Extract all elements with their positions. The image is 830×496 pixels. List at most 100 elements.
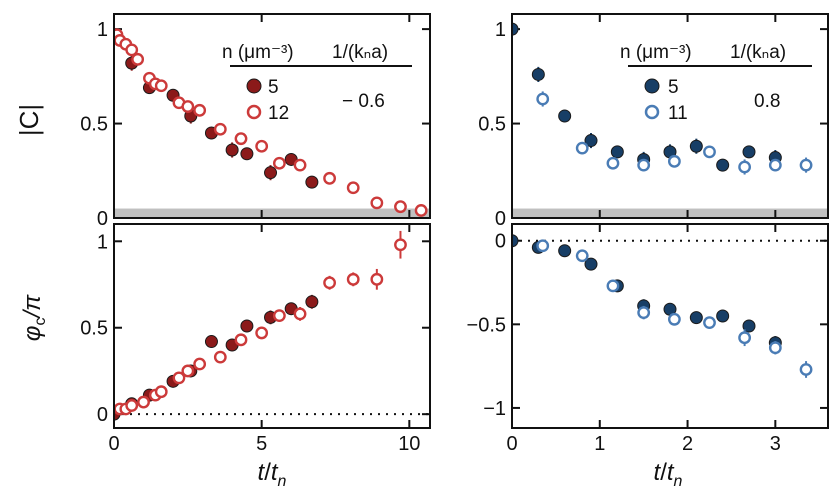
data-point-series-5 — [240, 319, 254, 333]
x-tick-label: 3 — [770, 433, 781, 455]
data-point-series-11 — [606, 156, 620, 170]
data-point-series-12 — [181, 100, 195, 113]
legend-entry-label: 11 — [668, 103, 688, 124]
y-tick-label: 0 — [495, 231, 506, 253]
data-point-series-12 — [323, 276, 336, 290]
data-point-series-11 — [575, 249, 589, 263]
x-tick-label: 0 — [108, 433, 119, 455]
x-axis-title-left-main: t — [258, 459, 266, 486]
y-tick-label: 0 — [97, 404, 108, 426]
legend-title-interaction: 1/(kₙa) — [332, 42, 388, 63]
x-tick-label: 1 — [594, 433, 605, 455]
data-point-series-11 — [768, 341, 782, 355]
data-point-series-12 — [193, 103, 207, 117]
y-tick-label: 0 — [495, 208, 506, 230]
x-axis-title-left-main2: t — [271, 459, 279, 486]
x-axis-title-right-main: t — [654, 459, 662, 486]
y-tick-label: 0 — [97, 208, 108, 230]
data-point-series-12 — [370, 196, 384, 210]
data-series-group — [114, 230, 407, 421]
data-point-series-12 — [414, 204, 428, 217]
data-point-series-12 — [370, 272, 384, 286]
y-tick-label: 0.5 — [80, 318, 108, 340]
data-point-series-12 — [213, 122, 227, 136]
data-point-series-12 — [137, 395, 150, 409]
data-point-series-12 — [193, 357, 207, 371]
data-point-series-11 — [768, 158, 782, 172]
data-point-series-5 — [305, 175, 319, 189]
data-point-series-12 — [272, 156, 286, 170]
x-tick-label: 2 — [682, 433, 693, 455]
data-point-series-12 — [293, 158, 307, 172]
data-point-series-11 — [536, 239, 550, 253]
data-point-series-11 — [738, 331, 752, 345]
data-point-series-12 — [323, 171, 336, 185]
y-axis-title-top: |C| — [14, 104, 44, 136]
y-tick-label: −0.5 — [467, 314, 506, 336]
data-series-group — [512, 234, 813, 378]
x-axis-title-left-sub: n — [278, 473, 287, 490]
y-axis-title-bottom-main: φ — [19, 326, 46, 342]
data-point-series-5 — [512, 22, 519, 36]
data-point-series-12 — [394, 200, 407, 214]
y-tick-label: 1 — [97, 19, 108, 41]
svg-text:t/tn: t/tn — [258, 459, 287, 490]
y-tick-label: −1 — [483, 398, 506, 420]
panel-top-right: 0 0.5 1 n (μm⁻³) 1/(kₙa) 5 11 0.8 — [478, 13, 829, 230]
data-point-series-12 — [346, 181, 360, 195]
data-point-series-11 — [536, 92, 550, 106]
data-point-series-5 — [240, 147, 254, 161]
x-tick-label: 0 — [506, 433, 517, 455]
data-point-series-12 — [255, 139, 269, 153]
y-axis-title-top-text: |C| — [14, 104, 44, 136]
data-series-group — [114, 28, 428, 217]
data-point-series-11 — [667, 154, 681, 168]
data-point-series-5 — [610, 145, 624, 159]
data-point-series-5 — [264, 166, 278, 180]
data-point-series-5 — [204, 335, 218, 349]
legend-entry-label: 5 — [268, 77, 279, 98]
data-point-series-11 — [738, 160, 752, 174]
plot-frame — [511, 13, 829, 219]
data-point-series-5 — [305, 295, 319, 309]
data-point-series-11 — [637, 158, 651, 172]
noise-floor-band — [512, 208, 828, 218]
data-point-series-5 — [742, 145, 756, 159]
data-point-series-12 — [255, 326, 269, 340]
data-point-series-12 — [125, 43, 139, 57]
data-point-series-12 — [154, 79, 168, 93]
data-point-series-5 — [584, 257, 598, 271]
plot-frame — [113, 13, 431, 219]
legend-entry-label: 5 — [668, 77, 679, 98]
panel-top-left: 0 0.5 1 n (μm⁻³) 1/(kₙa) 5 12 − 0.6 — [80, 13, 431, 230]
legend-interaction-value: − 0.6 — [342, 91, 385, 112]
data-point-series-12 — [272, 309, 286, 323]
svg-text:t/tn: t/tn — [654, 459, 683, 490]
data-point-series-12 — [346, 272, 360, 286]
data-point-series-5 — [225, 143, 239, 157]
data-point-series-12 — [234, 132, 248, 146]
y-axis-title-bottom-tail: /π — [19, 294, 46, 320]
data-point-series-12 — [181, 364, 195, 378]
data-point-series-5 — [742, 319, 756, 333]
data-series-group — [512, 22, 813, 175]
x-axis-title-right: t/tn — [654, 459, 683, 490]
data-point-series-12 — [131, 52, 145, 66]
data-point-series-5 — [558, 244, 572, 258]
y-tick-label: 1 — [495, 19, 506, 41]
data-point-series-12 — [234, 333, 248, 347]
data-point-series-11 — [799, 158, 813, 172]
legend-marker-open — [644, 104, 660, 120]
x-axis-title-right-main2: t — [667, 459, 675, 486]
x-axis-title-left: t/tn — [258, 459, 287, 490]
y-tick-label: 0.5 — [80, 114, 108, 136]
data-point-series-5 — [512, 234, 519, 248]
y-tick-label: 0.5 — [478, 114, 506, 136]
data-point-series-5 — [558, 109, 572, 123]
data-point-series-5 — [584, 134, 598, 148]
data-point-series-12 — [293, 307, 307, 321]
legend-entry-label: 12 — [268, 103, 289, 124]
svg-text:φc/π: φc/π — [19, 294, 49, 341]
data-point-series-11 — [799, 363, 813, 376]
